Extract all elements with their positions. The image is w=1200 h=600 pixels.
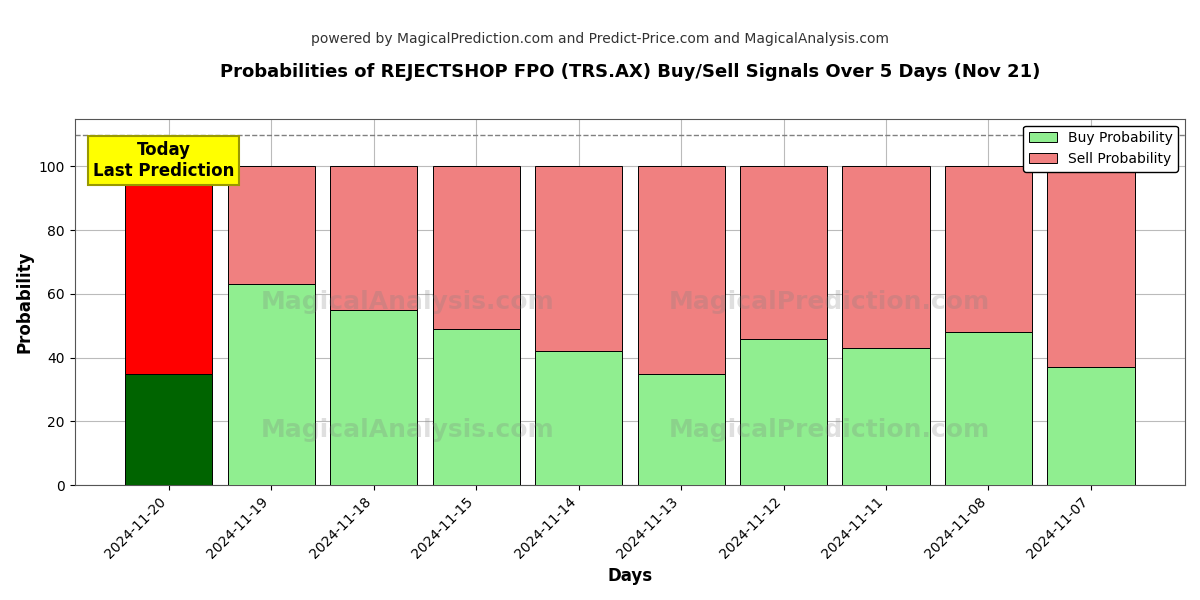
Bar bbox=[535, 351, 622, 485]
Title: Probabilities of REJECTSHOP FPO (TRS.AX) Buy/Sell Signals Over 5 Days (Nov 21): Probabilities of REJECTSHOP FPO (TRS.AX)… bbox=[220, 63, 1040, 81]
Bar bbox=[125, 374, 212, 485]
Bar bbox=[125, 166, 212, 374]
Legend: Buy Probability, Sell Probability: Buy Probability, Sell Probability bbox=[1024, 125, 1178, 172]
X-axis label: Days: Days bbox=[607, 567, 653, 585]
Bar bbox=[740, 166, 827, 338]
Bar bbox=[330, 310, 418, 485]
Bar bbox=[535, 166, 622, 351]
Bar bbox=[1048, 166, 1134, 367]
Bar bbox=[842, 166, 930, 348]
Bar bbox=[944, 166, 1032, 332]
Text: MagicalPrediction.com: MagicalPrediction.com bbox=[670, 290, 990, 314]
Text: MagicalAnalysis.com: MagicalAnalysis.com bbox=[260, 290, 554, 314]
Bar bbox=[740, 338, 827, 485]
Bar bbox=[432, 329, 520, 485]
Bar bbox=[1048, 367, 1134, 485]
Text: MagicalPrediction.com: MagicalPrediction.com bbox=[670, 418, 990, 442]
Bar bbox=[228, 284, 314, 485]
Text: MagicalAnalysis.com: MagicalAnalysis.com bbox=[260, 418, 554, 442]
Bar bbox=[432, 166, 520, 329]
Bar bbox=[637, 166, 725, 374]
Bar bbox=[944, 332, 1032, 485]
Bar bbox=[330, 166, 418, 310]
Text: Today
Last Prediction: Today Last Prediction bbox=[92, 141, 234, 180]
Y-axis label: Probability: Probability bbox=[16, 251, 34, 353]
Text: powered by MagicalPrediction.com and Predict-Price.com and MagicalAnalysis.com: powered by MagicalPrediction.com and Pre… bbox=[311, 32, 889, 46]
Bar bbox=[842, 348, 930, 485]
Bar bbox=[228, 166, 314, 284]
Bar bbox=[637, 374, 725, 485]
